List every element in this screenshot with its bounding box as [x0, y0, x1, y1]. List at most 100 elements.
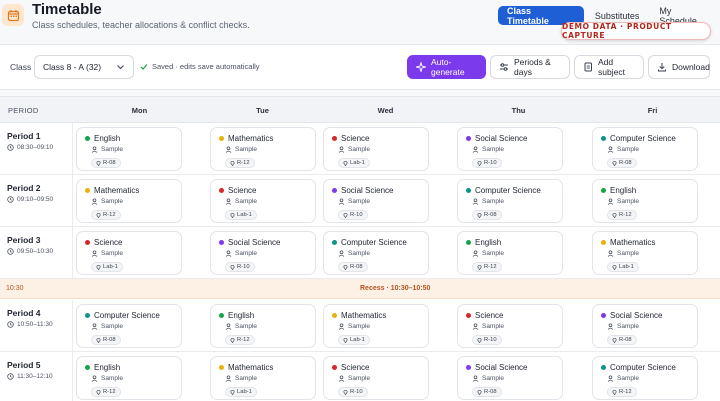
subject-color-dot: [219, 240, 224, 245]
lesson-card[interactable]: Social Science Sample R-10: [457, 127, 563, 171]
period-name: Period 2: [7, 183, 41, 193]
lesson-card[interactable]: Science Sample Lab-1: [210, 179, 316, 223]
user-icon: [338, 323, 345, 330]
lesson-card[interactable]: English Sample R-08: [76, 127, 182, 171]
lesson-teacher: Sample: [91, 146, 123, 153]
room-badge-text: Lab-1: [237, 212, 252, 218]
subject-color-dot: [85, 365, 90, 370]
room-badge-text: R-12: [103, 389, 116, 395]
download-button[interactable]: Download: [648, 55, 710, 79]
lesson-card[interactable]: Computer Science Sample R-08: [457, 179, 563, 223]
lesson-subject: Mathematics: [85, 186, 139, 195]
lesson-subject: English: [219, 311, 254, 320]
period-time-text: 11:30–12:10: [17, 373, 53, 380]
page-title: Timetable: [32, 1, 102, 18]
clock-icon: [7, 196, 14, 203]
class-select[interactable]: Class 8 - A (32): [34, 55, 134, 79]
lesson-card[interactable]: Mathematics Sample Lab-1: [323, 304, 429, 348]
subject-color-dot: [466, 365, 471, 370]
room-badge: R-10: [472, 335, 502, 345]
tab-class-timetable[interactable]: Class Timetable: [498, 6, 584, 26]
room-badge: R-10: [338, 387, 368, 397]
lesson-subject-text: Science: [341, 134, 370, 143]
lesson-card[interactable]: English Sample R-12: [592, 179, 698, 223]
user-icon: [225, 250, 232, 257]
lesson-teacher-text: Sample: [617, 146, 640, 153]
chevron-down-icon: [116, 61, 125, 73]
room-badge-text: R-10: [484, 337, 497, 343]
room-badge: R-12: [607, 210, 637, 220]
room-badge-text: R-10: [484, 160, 497, 166]
lesson-subject: Social Science: [466, 363, 527, 372]
lesson-subject: English: [85, 134, 120, 143]
user-icon: [91, 375, 98, 382]
lesson-subject: English: [601, 186, 636, 195]
user-icon: [472, 198, 479, 205]
lesson-card[interactable]: Science Sample Lab-1: [76, 231, 182, 275]
lesson-subject-text: English: [94, 363, 121, 372]
location-pin-icon: [96, 337, 101, 343]
lesson-card[interactable]: Social Science Sample R-08: [457, 356, 563, 400]
lesson-card[interactable]: Computer Science Sample R-08: [592, 127, 698, 171]
period-name: Period 5: [7, 360, 41, 370]
lesson-teacher-text: Sample: [348, 250, 371, 257]
lesson-card[interactable]: English Sample R-12: [457, 231, 563, 275]
lesson-card[interactable]: Mathematics Sample Lab-1: [210, 356, 316, 400]
room-badge-text: Lab-1: [619, 264, 634, 270]
lesson-subject: Computer Science: [601, 134, 676, 143]
lesson-teacher: Sample: [607, 250, 639, 257]
tab-my-schedule[interactable]: My Schedule: [659, 5, 697, 26]
lesson-card[interactable]: Science Sample R-10: [457, 304, 563, 348]
room-badge-text: R-08: [484, 212, 497, 218]
subject-color-dot: [85, 240, 90, 245]
lesson-subject-text: Computer Science: [341, 238, 407, 247]
subject-color-dot: [601, 188, 606, 193]
lesson-card[interactable]: Computer Science Sample R-12: [592, 356, 698, 400]
room-badge: R-12: [225, 335, 255, 345]
room-badge-text: R-10: [237, 264, 250, 270]
auto-generate-button[interactable]: Auto-generate: [407, 55, 486, 79]
lesson-subject-text: English: [475, 238, 502, 247]
lesson-teacher-text: Sample: [482, 198, 505, 205]
lesson-teacher-text: Sample: [617, 375, 640, 382]
lesson-card[interactable]: English Sample R-12: [76, 356, 182, 400]
lesson-subject: Computer Science: [601, 363, 676, 372]
recess-label: Recess · 10:30–10:50: [360, 285, 431, 292]
lesson-subject-text: Social Science: [475, 363, 528, 372]
location-pin-icon: [343, 389, 348, 395]
lesson-card[interactable]: Mathematics Sample R-12: [76, 179, 182, 223]
calendar-icon: [2, 4, 24, 26]
lesson-subject: Mathematics: [219, 134, 273, 143]
page-subtitle: Class schedules, teacher allocations & c…: [32, 20, 250, 30]
lesson-card[interactable]: Social Science Sample R-10: [210, 231, 316, 275]
periods-days-button[interactable]: Periods & days: [490, 55, 570, 79]
room-badge: R-08: [338, 262, 368, 272]
lesson-card[interactable]: Social Science Sample R-10: [323, 179, 429, 223]
lesson-subject-text: Computer Science: [475, 186, 541, 195]
lesson-teacher: Sample: [91, 250, 123, 257]
user-icon: [338, 375, 345, 382]
lesson-teacher: Sample: [338, 250, 370, 257]
subject-color-dot: [219, 188, 224, 193]
period-row: Period 2 09:10–09:50 Mathematics Sample R-12…: [0, 175, 720, 227]
lesson-card[interactable]: Social Science Sample R-08: [592, 304, 698, 348]
day-header-wed: Wed: [377, 106, 394, 115]
lesson-teacher-text: Sample: [101, 198, 124, 205]
period-time: 09:50–10:30: [7, 248, 53, 255]
lesson-teacher: Sample: [225, 375, 257, 382]
room-badge: Lab-1: [338, 335, 370, 345]
page-header: Timetable Class schedules, teacher alloc…: [0, 0, 720, 44]
lesson-card[interactable]: Science Sample R-10: [323, 356, 429, 400]
room-badge: R-08: [91, 158, 121, 168]
lesson-card[interactable]: Mathematics Sample R-12: [210, 127, 316, 171]
lesson-card[interactable]: Computer Science Sample R-08: [76, 304, 182, 348]
lesson-card[interactable]: Science Sample Lab-1: [323, 127, 429, 171]
lesson-subject-text: Social Science: [610, 311, 663, 320]
lesson-card[interactable]: English Sample R-12: [210, 304, 316, 348]
location-pin-icon: [612, 337, 617, 343]
lesson-card[interactable]: Computer Science Sample R-08: [323, 231, 429, 275]
lesson-subject: Science: [85, 238, 122, 247]
lesson-card[interactable]: Mathematics Sample Lab-1: [592, 231, 698, 275]
add-subject-button[interactable]: Add subject: [574, 55, 644, 79]
tab-substitutes[interactable]: Substitutes: [594, 10, 640, 21]
